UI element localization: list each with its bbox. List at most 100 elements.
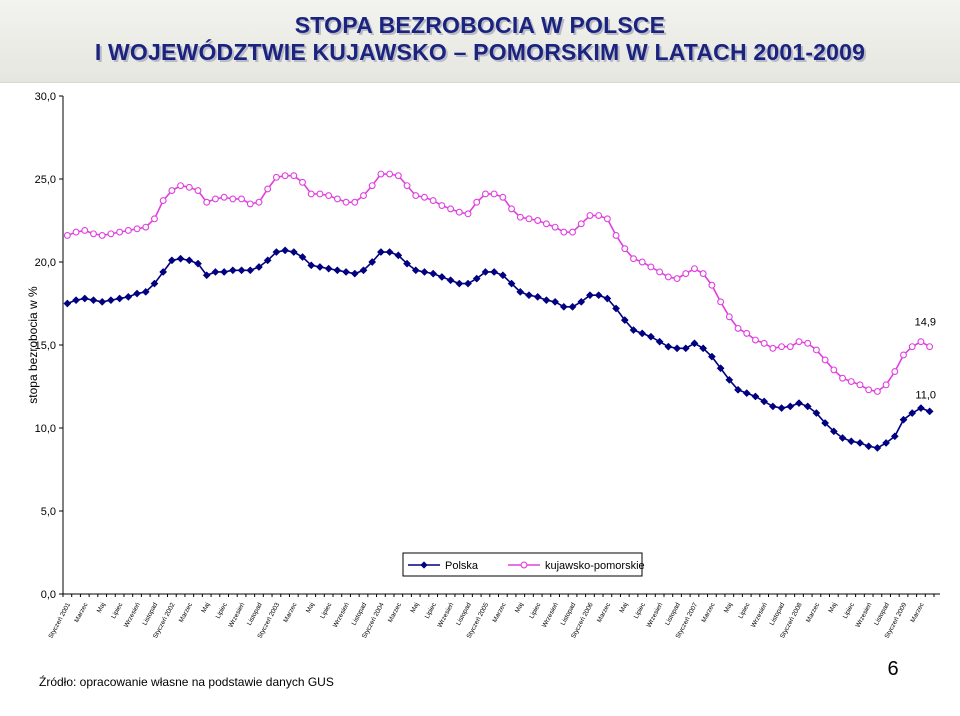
data-point-polska [594,291,603,300]
data-point-polska [368,258,377,266]
data-point-kujawsko-pomorskie [360,192,367,200]
data-point-polska [551,297,560,306]
data-point-kujawsko-pomorskie [90,230,97,238]
x-tick-label: Wrzesień [750,601,769,628]
data-point-polska [498,271,507,280]
x-tick-label: Marzec [805,601,822,624]
data-point-kujawsko-pomorskie [743,329,751,337]
data-point-kujawsko-pomorskie [664,273,672,281]
data-point-kujawsko-pomorskie [699,270,707,278]
data-point-polska [211,268,220,276]
x-tick-label: Lipiec [633,601,648,620]
data-point-kujawsko-pomorskie [438,202,446,210]
data-point-kujawsko-pomorskie [882,381,890,389]
data-point-polska [307,261,316,270]
data-point-kujawsko-pomorskie [656,268,664,276]
data-point-kujawsko-pomorskie [865,386,873,394]
data-point-polska [690,339,699,348]
data-point-kujawsko-pomorskie [211,195,219,203]
x-tick-label: Wrzesień [646,601,665,628]
x-tick-label: Listopad [560,601,578,626]
data-point-polska [394,251,403,260]
data-point-polska [481,268,490,276]
data-point-kujawsko-pomorskie [708,281,716,289]
data-point-polska [141,287,150,296]
x-tick-label: Listopad [246,601,264,626]
data-point-kujawsko-pomorskie [490,190,498,198]
data-point-kujawsko-pomorskie [760,339,768,347]
data-point-kujawsko-pomorskie [255,198,263,206]
data-point-polska [812,409,821,418]
data-point-polska [167,256,176,265]
data-point-kujawsko-pomorskie [333,195,341,203]
data-point-kujawsko-pomorskie [116,228,124,236]
data-point-polska [124,292,133,301]
data-point-kujawsko-pomorskie [98,231,106,239]
chart-title-line1: STOPA BEZROBOCIA W POLSCE [294,12,666,38]
data-point-polska [760,397,769,406]
data-point-kujawsko-pomorskie [926,343,934,351]
y-tick-label: 0,0 [41,589,56,601]
data-point-kujawsko-pomorskie [647,263,655,271]
data-point-kujawsko-pomorskie [891,368,899,376]
data-point-polska [272,248,281,256]
end-value-label: 11,0 [915,389,936,401]
data-point-polska [385,248,394,256]
data-point-kujawsko-pomorskie [821,356,829,364]
legend-label-polska: Polska [445,560,479,572]
data-point-kujawsko-pomorskie [464,210,472,218]
data-point-kujawsko-pomorskie [499,193,507,201]
data-point-kujawsko-pomorskie [751,336,759,344]
data-point-polska [324,264,333,273]
data-point-kujawsko-pomorskie [786,343,794,351]
data-point-polska [908,409,917,418]
data-point-polska [246,266,255,275]
data-point-polska [612,304,621,313]
data-point-kujawsko-pomorskie [638,258,646,266]
data-point-kujawsko-pomorskie [804,339,812,347]
x-tick-label: Marzec [282,601,299,624]
x-tick-label: Listopad [142,601,160,626]
data-point-polska [150,279,159,288]
legend-label-kujawsko-pomorskie: kujawsko-pomorskie [545,560,645,572]
data-point-kujawsko-pomorskie [81,227,89,234]
x-tick-label: Maj [618,602,629,615]
data-point-polska [734,385,742,394]
x-tick-label: Marzec [700,601,717,624]
data-point-polska [664,342,673,351]
data-point-kujawsko-pomorskie [342,198,350,206]
data-point-polska [864,442,873,451]
data-point-kujawsko-pomorskie [421,193,428,201]
data-point-kujawsko-pomorskie [272,173,280,181]
x-tick-label: Marzec [910,601,927,624]
data-point-kujawsko-pomorskie [403,182,411,190]
data-point-kujawsko-pomorskie [368,182,376,190]
data-point-kujawsko-pomorskie [917,338,925,346]
data-point-polska [237,266,246,275]
data-point-polska [80,294,89,303]
data-point-kujawsko-pomorskie [734,324,742,332]
data-point-polska [777,404,786,413]
data-point-polska [856,438,864,447]
y-axis-title: stopa bezrobocia w % [26,286,40,404]
data-point-kujawsko-pomorskie [142,223,150,231]
x-tick-label: Listopad [769,601,787,626]
data-point-kujawsko-pomorskie [630,255,637,263]
data-point-kujawsko-pomorskie [839,374,846,382]
data-point-kujawsko-pomorskie [873,388,881,395]
x-tick-label: Maj [514,602,525,615]
y-tick-label: 30,0 [35,91,56,103]
x-tick-label: Listopad [873,601,891,626]
data-point-polska [838,434,847,442]
x-tick-label: Listopad [351,601,369,626]
data-point-kujawsko-pomorskie [72,228,80,236]
data-point-polska [768,402,777,411]
data-point-kujawsko-pomorskie [769,344,777,352]
data-point-kujawsko-pomorskie [133,225,141,233]
data-point-polska [411,266,420,275]
data-point-polska [289,248,298,256]
x-tick-label: Maj [723,602,734,615]
data-point-kujawsko-pomorskie [551,223,559,231]
